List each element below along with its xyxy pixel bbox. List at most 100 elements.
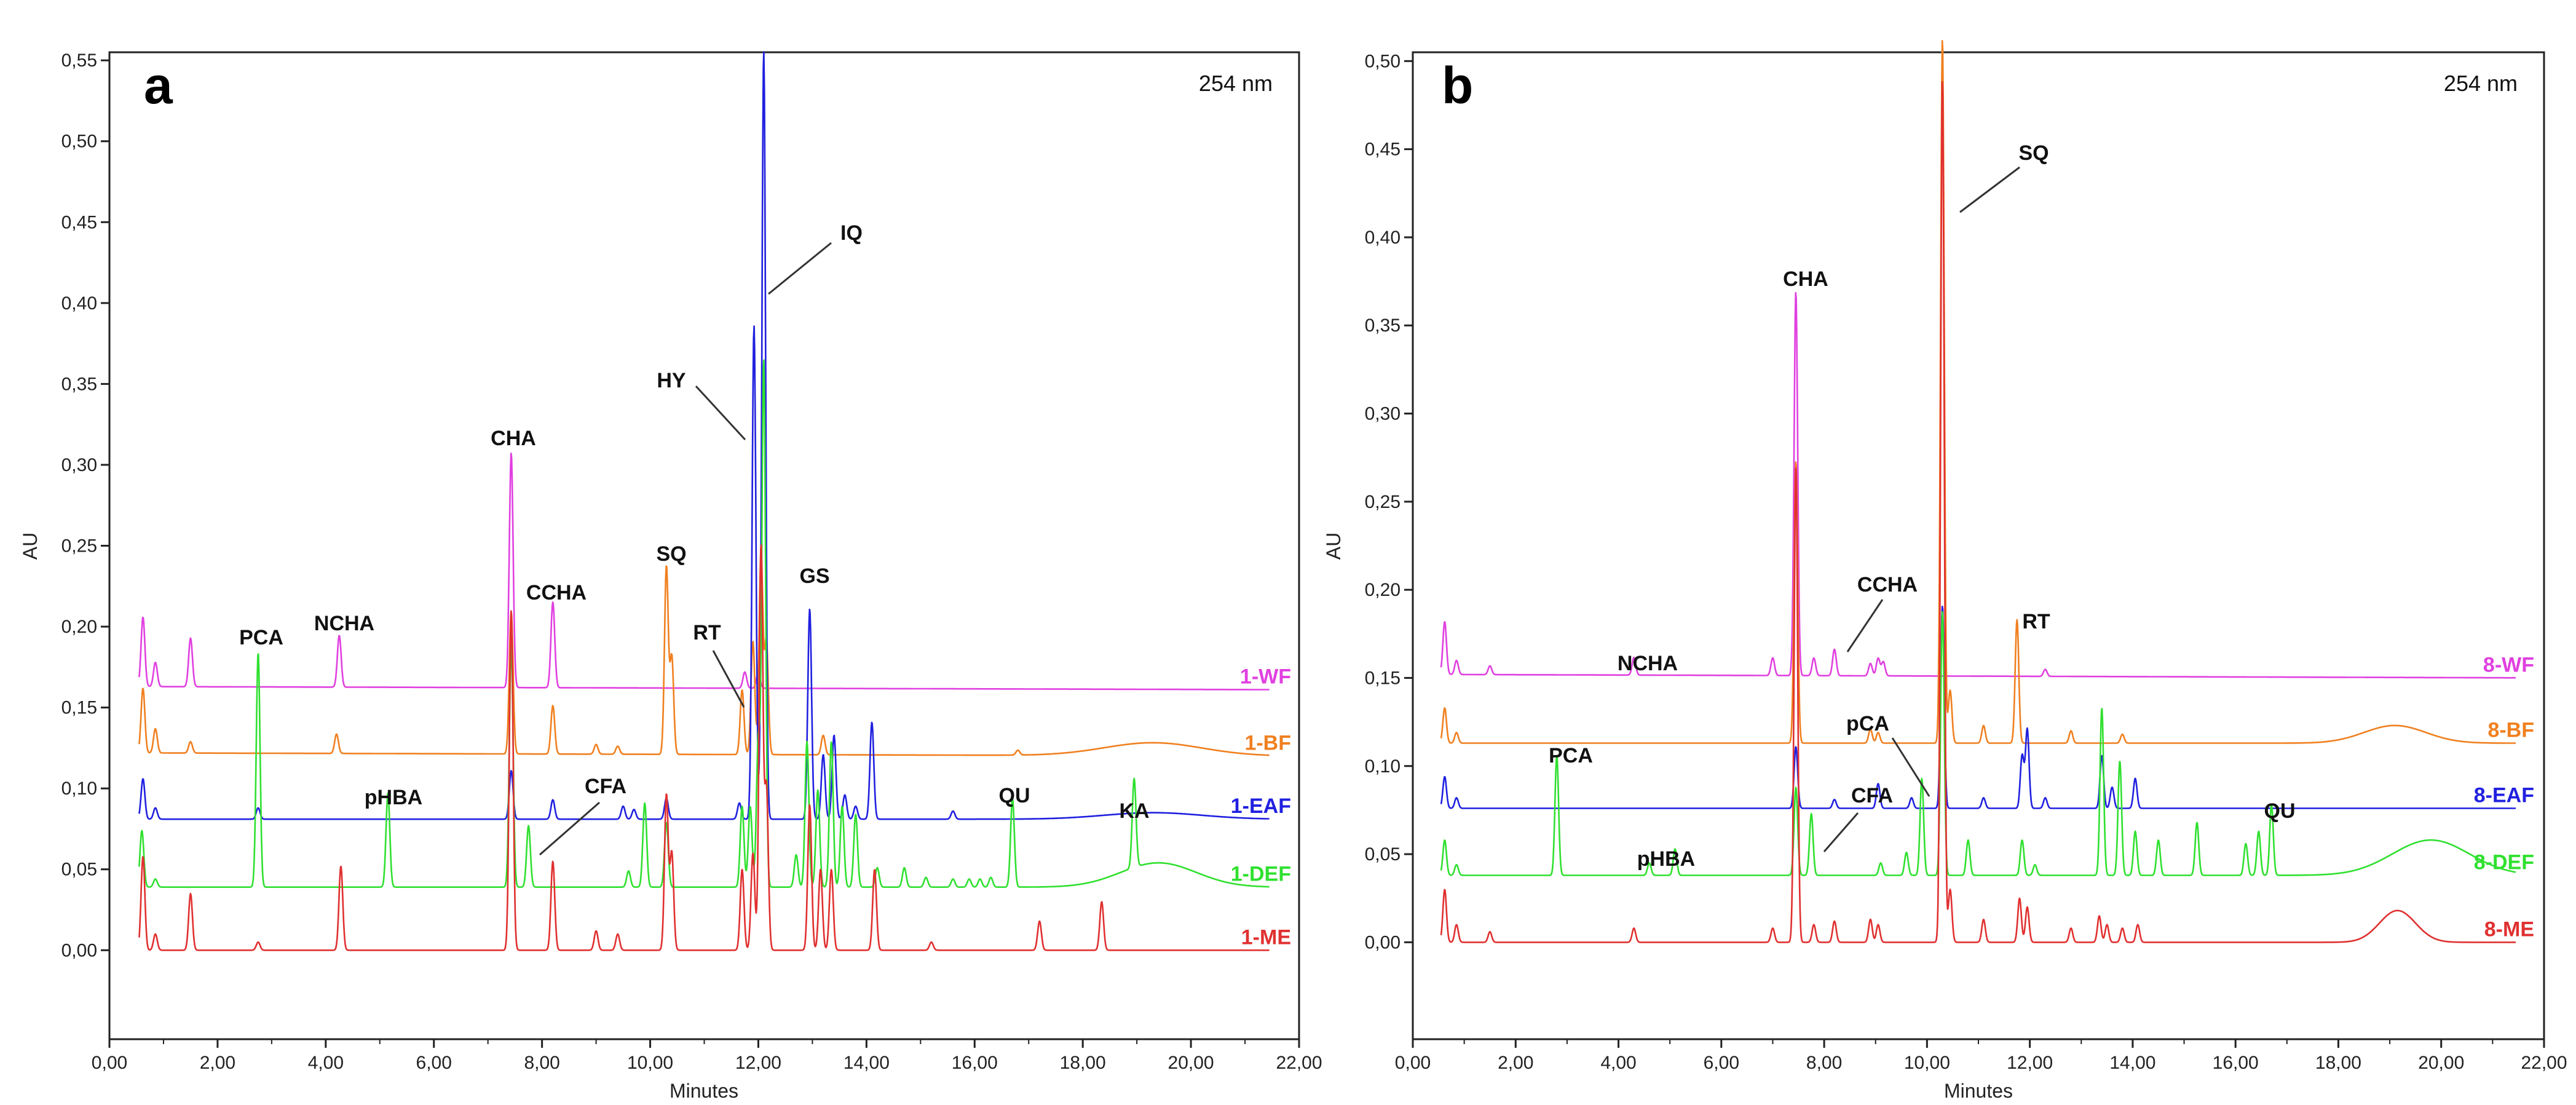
panel-a-y-axis-title: AU — [19, 533, 41, 560]
y-tick-label: 0,00 — [61, 940, 97, 960]
annotation-sq-leader — [1959, 166, 2020, 213]
annotation-cfa-leader — [539, 801, 600, 856]
annotation-ncha: NCHA — [1618, 652, 1678, 675]
y-tick-label: 0,30 — [61, 455, 97, 475]
y-tick-label: 0,45 — [61, 212, 97, 232]
series-line-1-eaf — [138, 51, 1270, 820]
y-tick-label: 0,05 — [1365, 844, 1401, 865]
annotation-qu: QU — [999, 784, 1030, 807]
panel-b-y-axis-title: AU — [1322, 533, 1345, 560]
annotation-iq-leader — [768, 242, 832, 295]
series-label-1-me: 1-ME — [1241, 925, 1291, 949]
x-tick-label: 4,00 — [1600, 1053, 1636, 1073]
y-tick-label: 0,15 — [61, 698, 97, 718]
annotation-cfa: CFA — [1851, 784, 1893, 807]
annotation-sq: SQ — [656, 542, 686, 566]
annotation-cha: CHA — [1783, 267, 1828, 291]
annotation-pca: PCA — [239, 626, 283, 649]
series-line-8-bf — [1440, 40, 2516, 744]
y-tick-label: 0,40 — [1365, 228, 1401, 248]
y-tick-label: 0,30 — [1365, 404, 1401, 424]
y-tick-label: 0,35 — [1365, 315, 1401, 336]
x-tick-label: 12,00 — [735, 1053, 781, 1073]
annotation-qu: QU — [2264, 799, 2296, 823]
y-tick-label: 0,50 — [61, 132, 97, 152]
y-tick-label: 0,20 — [1365, 580, 1401, 600]
panel-b-letter: b — [1442, 57, 1473, 114]
x-tick-label: 4,00 — [308, 1053, 344, 1073]
y-tick-label: 0,25 — [61, 536, 97, 556]
panel-b-wavelength: 254 nm — [2444, 71, 2518, 96]
annotation-hy-leader — [695, 385, 746, 441]
y-tick-label: 0,10 — [1365, 756, 1401, 777]
annotation-pca-b-leader — [1891, 737, 1930, 797]
series-label-1-wf: 1-WF — [1240, 665, 1291, 689]
y-tick-label: 0,35 — [61, 374, 97, 394]
panel-a: 0,00 2,00 4,00 6,00 8,00 10,00 12,00 14,00 16,00… — [19, 50, 1322, 1102]
series-label-8-me: 8-ME — [2484, 917, 2534, 941]
panel-a-letter: a — [144, 57, 173, 114]
annotation-rt: RT — [693, 621, 721, 644]
y-tick-label: 0,15 — [1365, 668, 1401, 688]
annotation-ccha: CCHA — [526, 581, 587, 604]
annotation-pca: PCA — [1549, 744, 1593, 767]
panel-a-annotations: PCA NCHA pHBA CHA CCHA CFA SQ RT HY IQ G… — [239, 221, 1150, 856]
series-label-1-def: 1-DEF — [1231, 863, 1291, 886]
y-tick-label: 0,45 — [1365, 140, 1401, 160]
x-tick-label: 8,00 — [1806, 1053, 1842, 1073]
annotation-rt-leader — [712, 650, 745, 708]
series-line-8-eaf — [1440, 605, 2516, 809]
annotation-ncha: NCHA — [314, 612, 374, 635]
series-line-8-me — [1440, 81, 2516, 943]
series-label-1-eaf: 1-EAF — [1231, 794, 1291, 818]
annotation-rt: RT — [2022, 610, 2050, 633]
x-tick-label: 0,00 — [1395, 1053, 1431, 1073]
series-label-8-def: 8-DEF — [2474, 850, 2534, 874]
series-line-8-def — [1440, 611, 2516, 876]
x-tick-label: 6,00 — [416, 1053, 452, 1073]
panel-a-wavelength: 254 nm — [1199, 71, 1273, 96]
annotation-pca-b: pCA — [1846, 712, 1889, 735]
series-line-1-def — [138, 359, 1270, 888]
series-label-8-bf: 8-BF — [2487, 719, 2534, 742]
series-line-1-wf — [138, 453, 1270, 691]
x-tick-label: 10,00 — [627, 1053, 673, 1073]
annotation-sq: SQ — [2018, 141, 2049, 165]
y-tick-label: 0,25 — [1365, 492, 1401, 512]
panel-b: 0,00 2,00 4,00 6,00 8,00 10,00 12,00 14,00 16,00… — [1322, 40, 2567, 1102]
panel-a-plot-frame — [108, 51, 1300, 1040]
x-tick-label: 18,00 — [1060, 1053, 1106, 1073]
y-tick-label: 0,10 — [61, 778, 97, 799]
y-tick-label: 0,20 — [61, 617, 97, 637]
y-tick-label: 0,00 — [1365, 932, 1401, 953]
series-label-8-wf: 8-WF — [2483, 653, 2534, 676]
x-tick-label: 20,00 — [1168, 1053, 1214, 1073]
annotation-cha: CHA — [491, 427, 536, 450]
annotation-cfa: CFA — [585, 775, 626, 798]
panel-b-annotations: PCA NCHA pHBA CHA CCHA CFA pCA SQ RT QU — [1549, 141, 2295, 871]
panel-b-plot-frame — [1412, 51, 2545, 1040]
x-tick-label: 2,00 — [200, 1053, 235, 1073]
x-tick-label: 22,00 — [1276, 1053, 1322, 1073]
annotation-gs: GS — [799, 564, 829, 588]
series-label-8-eaf: 8-EAF — [2474, 784, 2534, 807]
annotation-ka: KA — [1119, 799, 1149, 823]
panel-a-x-axis-title: Minutes — [670, 1080, 738, 1102]
series-line-1-bf — [138, 550, 1270, 756]
x-tick-label: 10,00 — [1904, 1053, 1950, 1073]
y-tick-label: 0,55 — [61, 50, 97, 71]
x-tick-label: 16,00 — [2213, 1053, 2259, 1073]
annotation-phba: pHBA — [1637, 847, 1695, 871]
x-tick-label: 2,00 — [1498, 1053, 1533, 1073]
x-tick-label: 22,00 — [2521, 1053, 2567, 1073]
x-tick-label: 12,00 — [2007, 1053, 2053, 1073]
series-label-1-bf: 1-BF — [1244, 732, 1291, 755]
annotation-ccha-leader — [1846, 599, 1884, 652]
series-line-1-me — [138, 544, 1270, 951]
x-tick-label: 6,00 — [1704, 1053, 1739, 1073]
y-tick-label: 0,40 — [61, 293, 97, 314]
y-tick-label: 0,50 — [1365, 51, 1401, 71]
x-tick-label: 8,00 — [524, 1053, 559, 1073]
annotation-hy: HY — [657, 369, 686, 392]
